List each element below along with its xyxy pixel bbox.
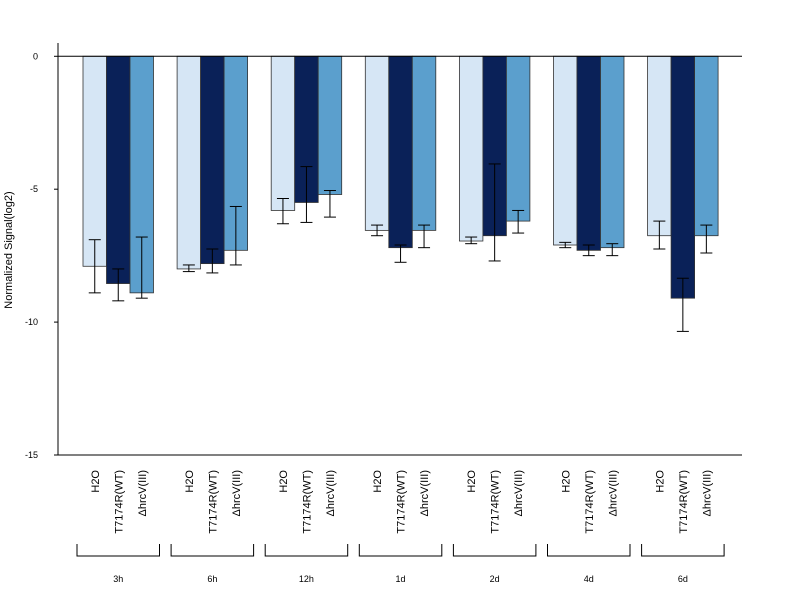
group-bracket (170, 544, 255, 557)
category-label: T7174R(WT) (490, 470, 502, 534)
category-label: ΔhrcV(III) (137, 470, 149, 516)
category-label: H2O (278, 470, 290, 493)
category-label: H2O (654, 470, 666, 493)
bar (200, 55, 225, 265)
category-label: ΔhrcV(III) (419, 470, 431, 516)
group-bracket (547, 544, 631, 557)
bar (553, 55, 578, 246)
bar (317, 55, 343, 195)
y-tick-label: -5 (30, 184, 38, 194)
bar (176, 55, 202, 270)
category-label: H2O (372, 470, 384, 493)
category-label: ΔhrcV(III) (607, 470, 619, 516)
category-label: ΔhrcV(III) (701, 470, 713, 516)
bar (647, 55, 672, 237)
bar (388, 55, 413, 249)
category-label: H2O (466, 470, 478, 493)
group-label: 1d (396, 574, 406, 584)
bar (694, 55, 719, 237)
category-label: ΔhrcV(III) (325, 470, 337, 516)
group-label: 6h (207, 574, 217, 584)
category-label: ΔhrcV(III) (513, 470, 525, 516)
group-label: 6d (678, 574, 688, 584)
category-label: H2O (184, 470, 196, 493)
category-label: T7174R(WT) (396, 470, 408, 534)
category-label: T7174R(WT) (584, 470, 596, 534)
bar (458, 55, 484, 242)
bar (364, 55, 390, 231)
category-label: ΔhrcV(III) (231, 470, 243, 516)
bar (270, 55, 296, 211)
y-tick-label: -15 (25, 450, 38, 460)
y-tick-label: 0 (33, 51, 38, 61)
bar (576, 55, 601, 251)
category-label: H2O (560, 470, 572, 493)
group-bracket (264, 544, 349, 557)
bar (670, 55, 695, 299)
group-bracket (76, 544, 160, 557)
group-bracket (452, 544, 537, 557)
group-label: 12h (299, 574, 314, 584)
bar (600, 55, 625, 249)
category-label: T7174R(WT) (207, 470, 219, 534)
bar (82, 55, 107, 267)
y-axis-title: Normalized Signal(log2) (3, 191, 15, 308)
group-bracket (358, 544, 443, 557)
category-label: H2O (90, 470, 102, 493)
category-label: T7174R(WT) (678, 470, 690, 534)
bar (411, 55, 437, 231)
bar (505, 55, 531, 222)
group-bracket (641, 544, 725, 557)
group-label: 3h (113, 574, 123, 584)
bar (106, 55, 131, 284)
group-label: 4d (584, 574, 594, 584)
category-label: T7174R(WT) (301, 470, 313, 534)
group-label: 2d (490, 574, 500, 584)
category-label: T7174R(WT) (113, 470, 125, 534)
y-tick-label: -10 (25, 317, 38, 327)
